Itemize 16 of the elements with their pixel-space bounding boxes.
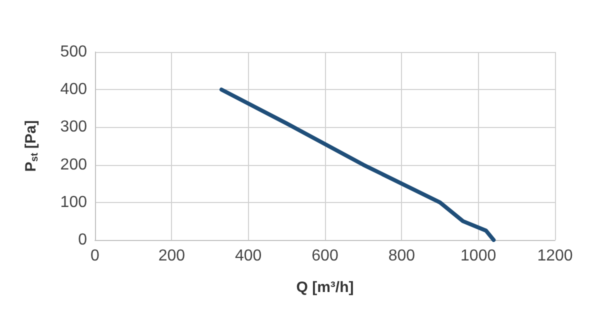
x-axis-title: Q [m³/h] (296, 279, 354, 296)
x-tick-label: 1000 (460, 248, 496, 264)
y-tick-label: 500 (60, 44, 88, 60)
x-tick-label: 800 (388, 248, 416, 264)
x-tick-label: 1200 (537, 248, 573, 264)
y-tick-label: 200 (60, 156, 88, 174)
y-axis-title: Pst [Pa] (22, 120, 40, 172)
y-tick-label: 400 (60, 81, 88, 98)
line-series (220, 88, 496, 242)
y-tick-label: 100 (60, 194, 88, 211)
y-tick-label: 0 (78, 232, 88, 248)
y-tick-label: 300 (60, 118, 88, 136)
x-tick-label: 400 (234, 248, 262, 264)
x-tick-label: 600 (312, 248, 338, 264)
x-tick-label: 0 (90, 248, 100, 264)
x-tick-label: 200 (158, 248, 186, 264)
